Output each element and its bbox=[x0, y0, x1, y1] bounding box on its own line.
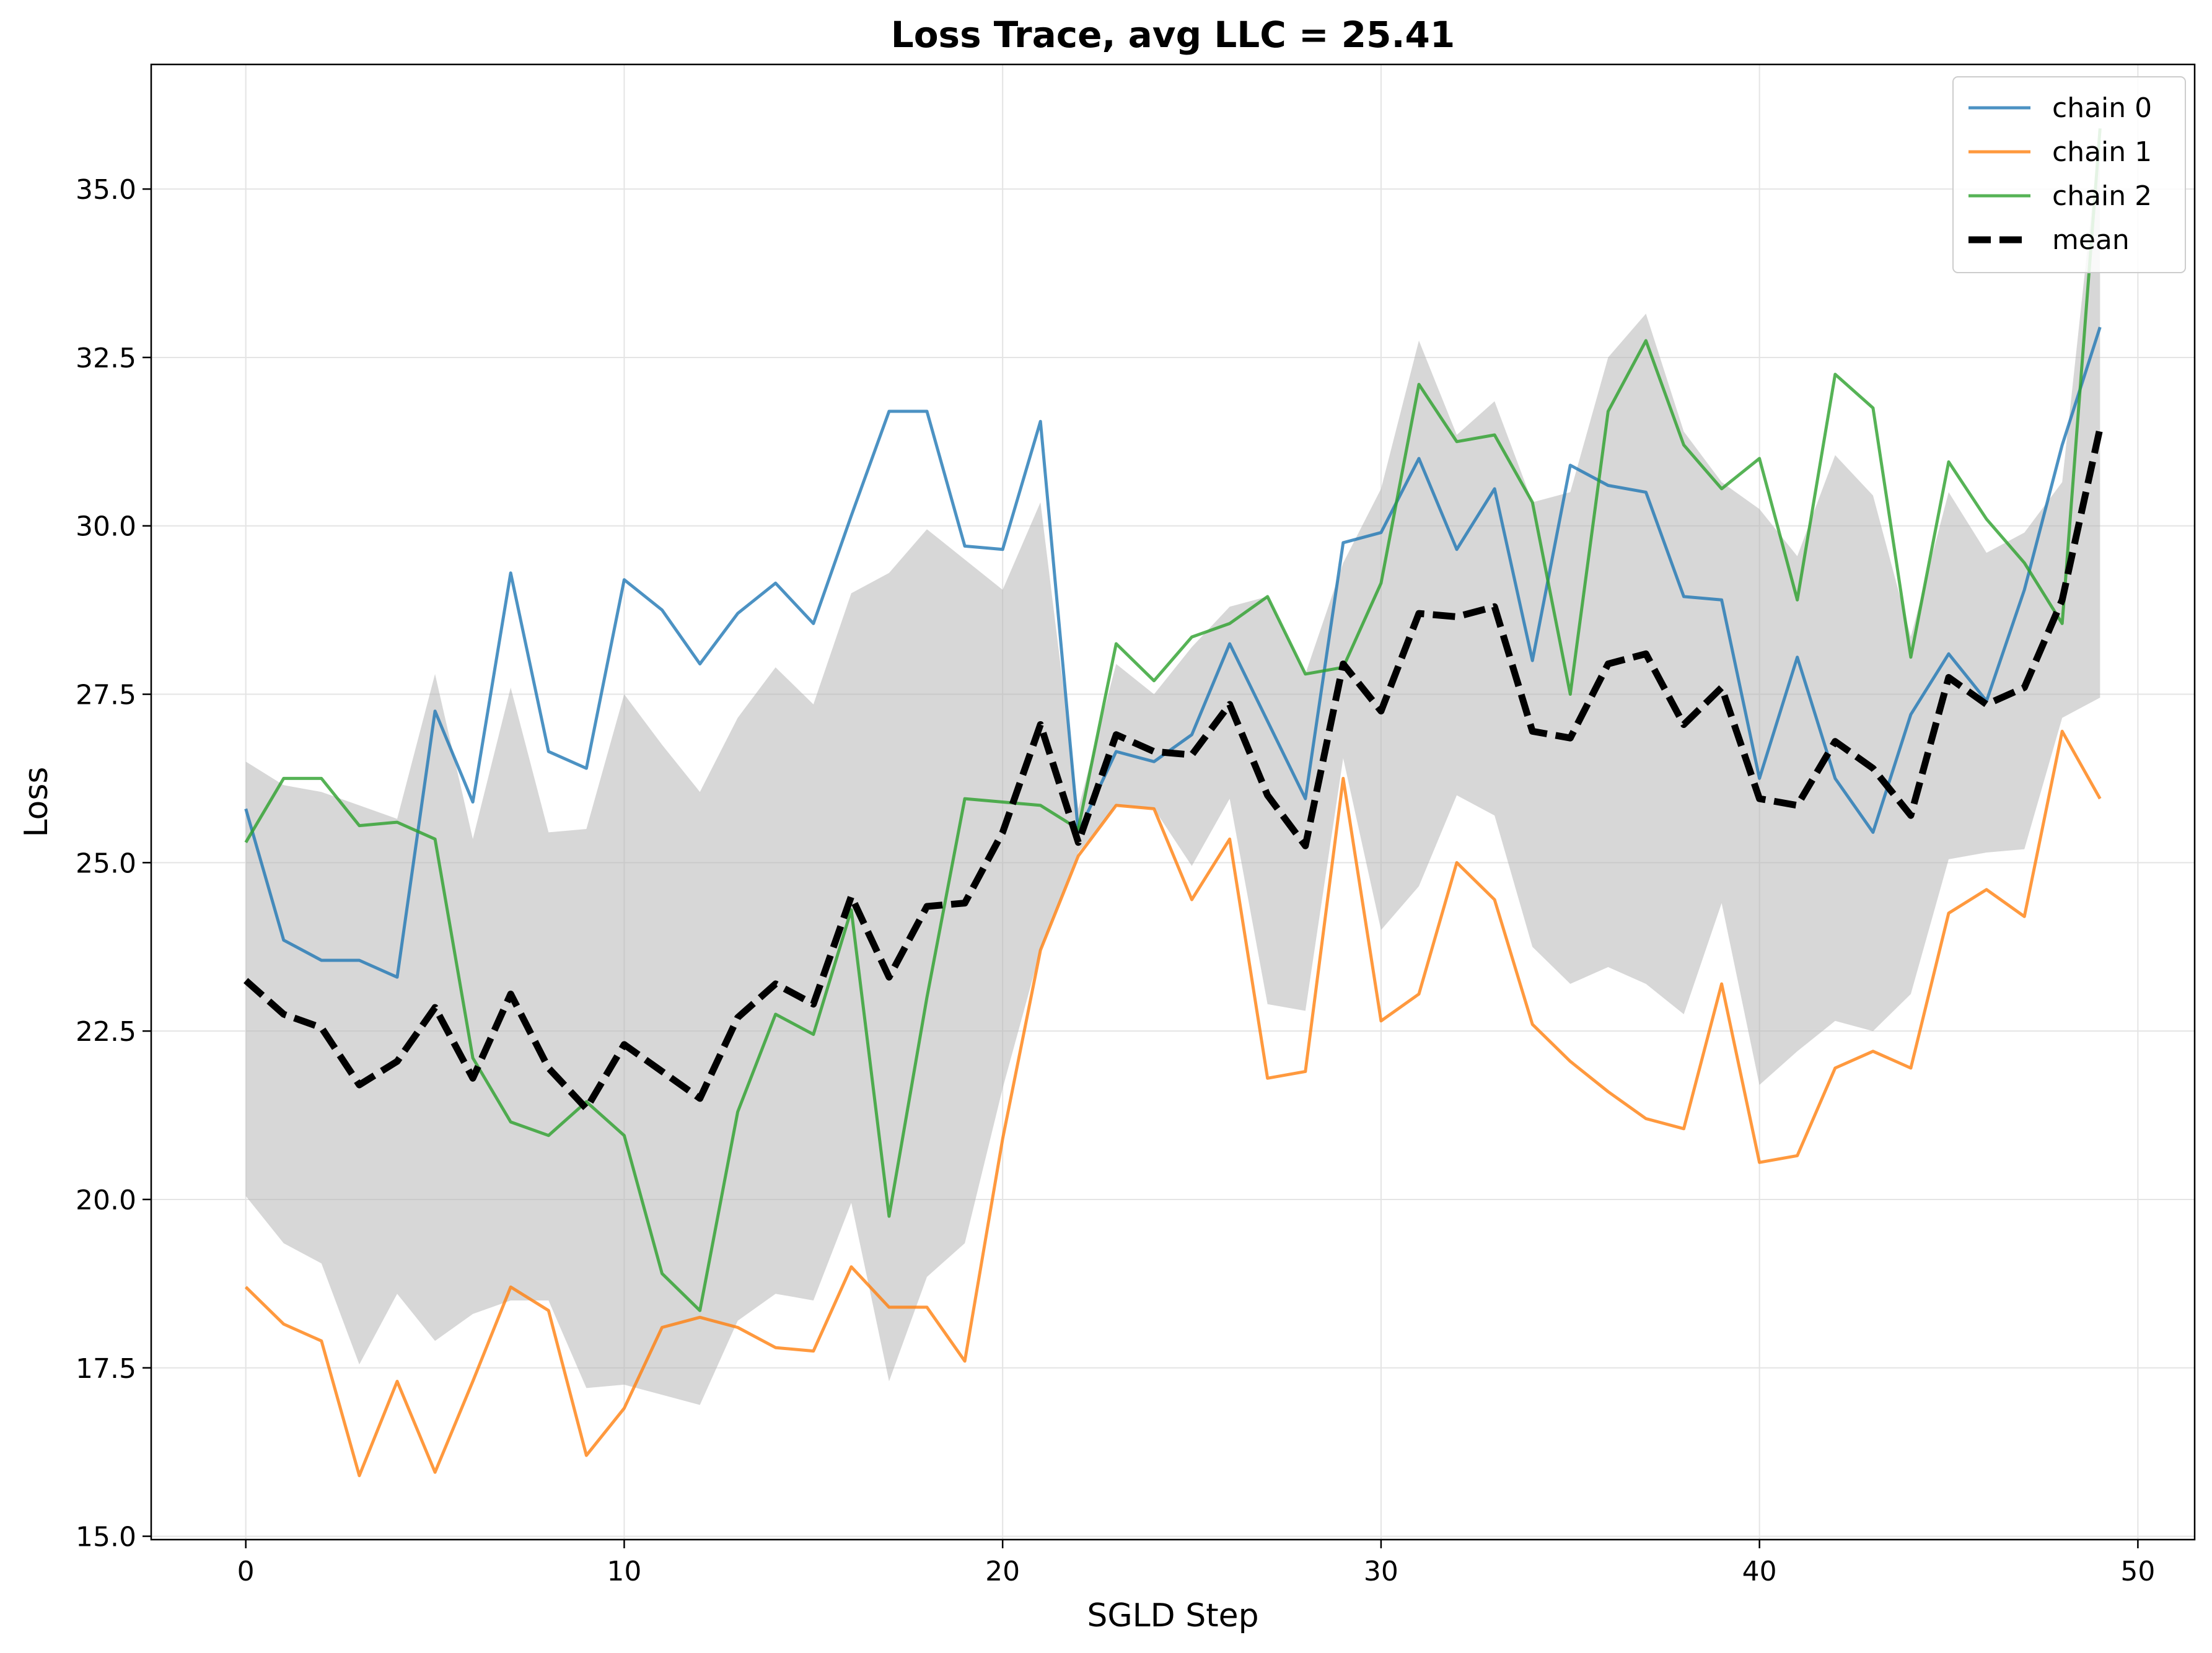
axis-ticks: 0 10 20 30 40 50 15.0 17.5 20.0 22.5 25.0 27.5 30.0 3… bbox=[76, 174, 2155, 1587]
spread-band bbox=[245, 131, 2100, 1405]
y-tick-label: 35.0 bbox=[76, 174, 136, 206]
x-tick-label: 0 bbox=[237, 1556, 255, 1587]
series-line-chain-1 bbox=[244, 729, 2102, 1478]
series-line-chain-0 bbox=[244, 327, 2102, 979]
y-tick-label: 17.5 bbox=[76, 1353, 136, 1385]
y-tick-label: 32.5 bbox=[76, 343, 136, 374]
band-layer bbox=[245, 131, 2100, 1405]
legend-label: chain 0 bbox=[2052, 92, 2152, 124]
legend-label: chain 2 bbox=[2052, 180, 2152, 212]
series-line-mean bbox=[244, 427, 2104, 1112]
y-tick-label: 20.0 bbox=[76, 1185, 136, 1216]
x-tick-label: 20 bbox=[985, 1556, 1020, 1587]
y-tick-label: 25.0 bbox=[76, 848, 136, 879]
y-tick-label: 22.5 bbox=[76, 1016, 136, 1048]
x-tick-label: 50 bbox=[2120, 1556, 2155, 1587]
series-line-chain-2 bbox=[244, 128, 2102, 1312]
legend-box bbox=[1952, 76, 2186, 273]
y-tick-label: 30.0 bbox=[76, 511, 136, 543]
legend: chain 0 chain 1 chain 2 mean bbox=[1952, 76, 2186, 273]
plot-frame bbox=[150, 63, 2196, 1541]
legend-label: chain 1 bbox=[2052, 136, 2152, 168]
x-axis-label: SGLD Step bbox=[1087, 1597, 1258, 1634]
chart-title: Loss Trace, avg LLC = 25.41 bbox=[891, 14, 1455, 56]
x-tick-label: 30 bbox=[1364, 1556, 1398, 1587]
y-tick-label: 27.5 bbox=[76, 680, 136, 711]
y-axis-label: Loss bbox=[18, 766, 55, 837]
x-tick-label: 10 bbox=[607, 1556, 641, 1587]
legend-label: mean bbox=[2052, 224, 2130, 256]
y-tick-label: 15.0 bbox=[76, 1522, 136, 1553]
x-tick-label: 40 bbox=[1742, 1556, 1777, 1587]
series-layer bbox=[244, 128, 2104, 1478]
